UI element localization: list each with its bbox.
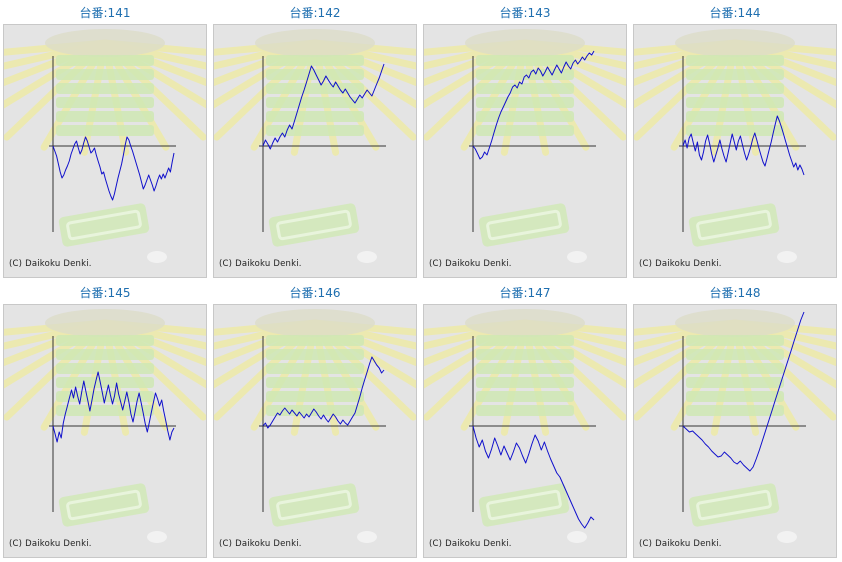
- chart-panel[interactable]: (C) Daikoku Denki.: [633, 304, 837, 558]
- line-chart: [634, 309, 836, 543]
- line-chart: [4, 309, 206, 543]
- copyright-text: (C) Daikoku Denki.: [9, 539, 92, 549]
- copyright-text: (C) Daikoku Denki.: [639, 539, 722, 549]
- copyright-text: (C) Daikoku Denki.: [429, 539, 512, 549]
- line-chart: [4, 29, 206, 263]
- line-chart: [634, 29, 836, 263]
- series-line: [262, 63, 385, 150]
- chart-title[interactable]: 台番:143: [499, 6, 551, 20]
- background-illustration: [424, 29, 626, 263]
- chart-panel[interactable]: (C) Daikoku Denki.: [633, 24, 837, 278]
- chart-title[interactable]: 台番:141: [79, 6, 131, 20]
- chart-title[interactable]: 台番:147: [499, 286, 551, 300]
- chart-title[interactable]: 台番:146: [289, 286, 341, 300]
- background-illustration: [4, 29, 206, 263]
- line-chart: [214, 29, 416, 263]
- copyright-text: (C) Daikoku Denki.: [219, 539, 302, 549]
- background-illustration: [634, 29, 836, 263]
- background-illustration: [424, 309, 626, 543]
- background-illustration: [4, 309, 206, 543]
- series-line: [682, 115, 805, 176]
- line-chart: [424, 309, 626, 543]
- line-chart: [214, 309, 416, 543]
- copyright-text: (C) Daikoku Denki.: [429, 259, 512, 269]
- background-illustration: [634, 309, 836, 543]
- copyright-text: (C) Daikoku Denki.: [639, 259, 722, 269]
- series-line: [52, 136, 175, 201]
- copyright-text: (C) Daikoku Denki.: [9, 259, 92, 269]
- series-line: [262, 356, 385, 429]
- chart-panel[interactable]: (C) Daikoku Denki.: [3, 24, 207, 278]
- series-line: [472, 425, 595, 529]
- chart-title[interactable]: 台番:145: [79, 286, 131, 300]
- background-illustration: [214, 29, 416, 263]
- chart-title[interactable]: 台番:148: [709, 286, 761, 300]
- chart-panel[interactable]: (C) Daikoku Denki.: [213, 304, 417, 558]
- chart-panel[interactable]: (C) Daikoku Denki.: [423, 24, 627, 278]
- series-line: [52, 371, 175, 443]
- chart-panel[interactable]: (C) Daikoku Denki.: [3, 304, 207, 558]
- chart-title[interactable]: 台番:144: [709, 6, 761, 20]
- copyright-text: (C) Daikoku Denki.: [219, 259, 302, 269]
- chart-title[interactable]: 台番:142: [289, 6, 341, 20]
- chart-panel[interactable]: (C) Daikoku Denki.: [423, 304, 627, 558]
- series-line: [472, 50, 595, 160]
- chart-panel[interactable]: (C) Daikoku Denki.: [213, 24, 417, 278]
- line-chart: [424, 29, 626, 263]
- series-line: [682, 311, 805, 472]
